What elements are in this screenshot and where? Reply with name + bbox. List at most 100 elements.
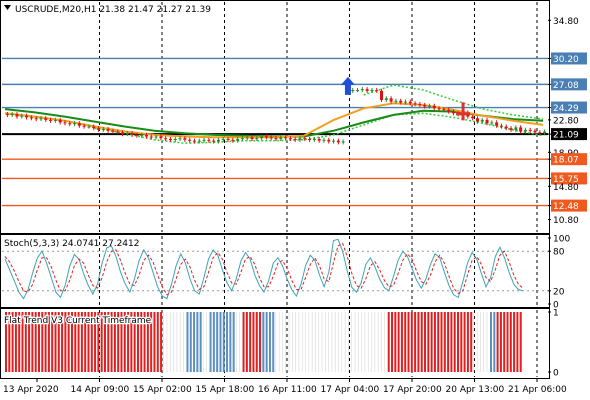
flat-bar-red — [28, 312, 31, 372]
stoch-signal-line — [4, 242, 524, 296]
candle-body — [399, 100, 403, 103]
candle-body — [514, 127, 518, 130]
time-tick-label: 20 Apr 13:00 — [446, 385, 505, 395]
flat-bar-white — [288, 312, 290, 372]
flat-bar-red — [499, 312, 502, 372]
flat-bar-red — [34, 312, 37, 372]
flat-bar-red — [90, 312, 93, 372]
candle-body — [408, 101, 412, 104]
flat-bar-white — [361, 312, 362, 372]
candle-body — [475, 118, 479, 122]
flat-bar-blue — [219, 312, 222, 372]
candle-body — [432, 105, 436, 109]
flat-bar-blue — [493, 312, 496, 372]
candle-body — [183, 138, 187, 140]
flat-bar-white — [206, 312, 207, 372]
flat-bar-white — [364, 312, 366, 372]
time-tick-label: 21 Apr 06:00 — [508, 385, 567, 395]
flat-bar-red — [80, 312, 83, 372]
candle-body — [336, 140, 340, 143]
flat-bar-white — [473, 312, 475, 372]
flat-bar-white — [235, 312, 237, 372]
time-tick-label: 15 Apr 18:00 — [196, 385, 255, 395]
flat-bar-red — [103, 312, 106, 372]
candle-body — [370, 90, 374, 92]
flat-bar-red — [97, 312, 100, 372]
flat-bar-red — [453, 312, 456, 372]
flat-bar-red — [466, 312, 469, 372]
price-label-pill — [551, 153, 587, 166]
flat-bar-red — [14, 312, 17, 372]
price-label-pill — [551, 52, 587, 65]
flat-bar-red — [457, 312, 460, 372]
candle-body — [279, 137, 283, 140]
candle-body — [269, 137, 273, 139]
flat-bar-red — [420, 312, 423, 372]
flat-bar-white — [166, 312, 168, 372]
trade-signals — [340, 76, 471, 121]
time-tick-label: 14 Apr 09:00 — [71, 385, 130, 395]
flat-bar-white — [315, 312, 316, 372]
candle-body — [260, 136, 264, 139]
price-tick-label: 18.07 — [553, 156, 579, 166]
time-axis: 13 Apr 2020 14 Apr 09:00 15 Apr 02:00 15 Ap… — [3, 378, 567, 395]
candle-body — [351, 90, 355, 92]
candle-body — [533, 130, 537, 133]
candle-body — [226, 139, 230, 141]
flat-bar-blue — [193, 312, 196, 372]
candle-body — [528, 129, 532, 131]
flat-bar-red — [156, 312, 159, 372]
symbol-dropdown-icon[interactable] — [4, 5, 11, 10]
flat-bar-red — [414, 312, 417, 372]
band-upper-line — [363, 84, 544, 120]
flat-bar-red — [509, 312, 512, 372]
flat-bar-red — [11, 312, 14, 372]
flat-bar-white — [301, 312, 303, 372]
candle-body — [240, 138, 244, 140]
candle-body — [509, 128, 513, 130]
flat-bar-blue — [222, 312, 225, 372]
candle-body — [250, 137, 254, 140]
flat-bar-blue — [209, 312, 212, 372]
candle-body — [255, 138, 259, 140]
flat-bar-white — [486, 312, 488, 372]
candle-body — [519, 127, 523, 132]
flat-bar-red — [74, 312, 77, 372]
candle-body — [308, 139, 312, 141]
flat-bar-white — [179, 312, 181, 372]
flat-bar-white — [292, 312, 293, 372]
candle-body — [490, 122, 494, 124]
candle-body — [303, 138, 307, 140]
flat-bar-white — [384, 312, 386, 372]
candle-body — [538, 132, 542, 134]
flat-trend-bars — [5, 312, 522, 372]
flat-bar-red — [440, 312, 443, 372]
flat-bar-red — [450, 312, 453, 372]
price-label-pill — [551, 172, 587, 185]
candle-body — [298, 138, 302, 140]
flat-bar-red — [61, 312, 64, 372]
candle-body — [92, 126, 96, 129]
candle-body — [471, 116, 475, 119]
flat-bar-white — [328, 312, 329, 372]
candle-body — [49, 119, 53, 121]
flat-bar-red — [460, 312, 463, 372]
flat-bar-red — [8, 312, 11, 372]
flat-bar-red — [18, 312, 21, 372]
candle-body — [312, 139, 316, 141]
flat-bar-red — [249, 312, 252, 372]
candle-body — [82, 125, 86, 127]
candle-body — [480, 119, 484, 122]
flat-bar-blue — [199, 312, 202, 372]
flat-bar-red — [107, 312, 110, 372]
candle-body — [404, 101, 408, 103]
flat-bar-red — [255, 312, 258, 372]
flat-bar-white — [325, 312, 326, 372]
flat-bar-red — [110, 312, 113, 372]
flat-bar-red — [404, 312, 407, 372]
candle-body — [58, 119, 62, 123]
flat-bar-red — [410, 312, 413, 372]
flat-bar-red — [160, 312, 163, 372]
price-tick-label: 34.80 — [553, 17, 579, 27]
